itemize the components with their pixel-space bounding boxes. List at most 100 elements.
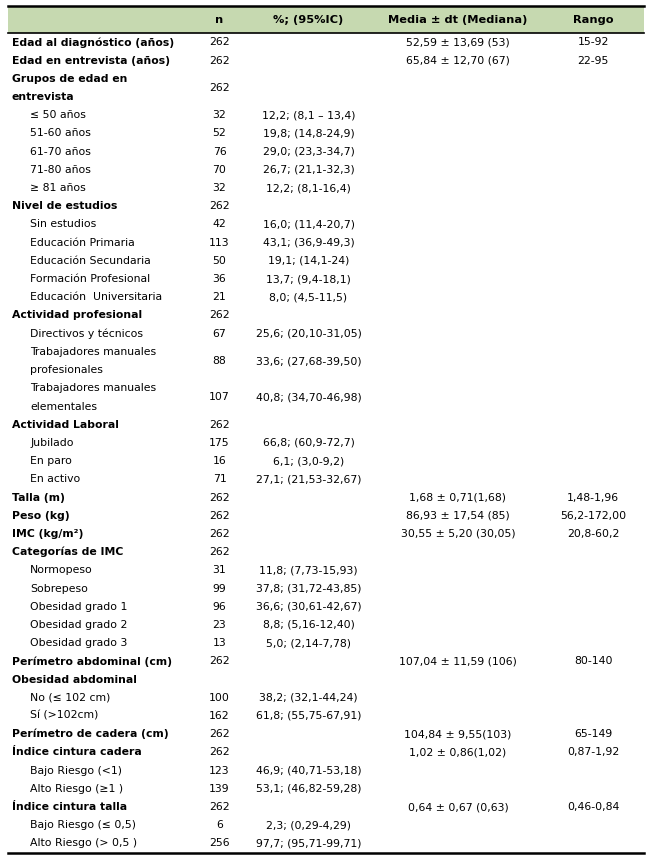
Text: 61-70 años: 61-70 años: [30, 147, 91, 156]
Text: Media ± dt (Mediana): Media ± dt (Mediana): [388, 15, 528, 25]
Text: Bajo Riesgo (<1): Bajo Riesgo (<1): [30, 766, 122, 776]
Text: Nivel de estudios: Nivel de estudios: [12, 201, 118, 212]
Text: 1,02 ± 0,86(1,02): 1,02 ± 0,86(1,02): [410, 747, 506, 758]
Text: 67: 67: [213, 328, 226, 339]
Text: 50: 50: [213, 256, 226, 266]
Text: 13,7; (9,4-18,1): 13,7; (9,4-18,1): [266, 274, 351, 284]
Text: 86,93 ± 17,54 (85): 86,93 ± 17,54 (85): [406, 511, 510, 521]
Text: entrevista: entrevista: [12, 92, 75, 102]
Text: 16,0; (11,4-20,7): 16,0; (11,4-20,7): [263, 219, 354, 230]
Text: 5,0; (2,14-7,78): 5,0; (2,14-7,78): [266, 638, 351, 648]
Text: 80-140: 80-140: [574, 657, 612, 666]
Text: 107,04 ± 11,59 (106): 107,04 ± 11,59 (106): [399, 657, 517, 666]
Text: 29,0; (23,3-34,7): 29,0; (23,3-34,7): [263, 147, 354, 156]
Text: Sobrepeso: Sobrepeso: [30, 583, 88, 594]
Text: 262: 262: [209, 802, 230, 812]
Text: Actividad profesional: Actividad profesional: [12, 310, 142, 321]
Text: Educación Primaria: Educación Primaria: [30, 238, 135, 248]
Text: 123: 123: [209, 766, 230, 776]
Text: 8,0; (4,5-11,5): 8,0; (4,5-11,5): [270, 292, 348, 302]
Text: Alto Riesgo (≥1 ): Alto Riesgo (≥1 ): [30, 784, 123, 794]
Text: 262: 262: [209, 492, 230, 503]
Text: Formación Profesional: Formación Profesional: [30, 274, 150, 284]
Text: Edad en entrevista (años): Edad en entrevista (años): [12, 55, 170, 66]
Text: En paro: En paro: [30, 456, 72, 467]
Text: Perímetro abdominal (cm): Perímetro abdominal (cm): [12, 656, 172, 667]
Text: 256: 256: [209, 838, 230, 848]
Text: Rango: Rango: [573, 15, 614, 25]
Text: 262: 262: [209, 55, 230, 66]
Text: 36: 36: [213, 274, 226, 284]
Text: 8,8; (5,16-12,40): 8,8; (5,16-12,40): [263, 620, 354, 630]
Text: 6: 6: [216, 820, 223, 830]
Text: Directivos y técnicos: Directivos y técnicos: [30, 328, 143, 339]
Text: 12,2; (8,1-16,4): 12,2; (8,1-16,4): [266, 183, 351, 193]
Text: 65-149: 65-149: [574, 729, 612, 740]
Text: Sin estudios: Sin estudios: [30, 219, 96, 230]
Text: 53,1; (46,82-59,28): 53,1; (46,82-59,28): [255, 784, 361, 794]
Text: 262: 262: [209, 420, 230, 429]
Text: Sí (>102cm): Sí (>102cm): [30, 711, 98, 721]
Text: Grupos de edad en: Grupos de edad en: [12, 73, 127, 84]
Text: 43,1; (36,9-49,3): 43,1; (36,9-49,3): [263, 238, 354, 248]
Text: Edad al diagnóstico (años): Edad al diagnóstico (años): [12, 37, 174, 48]
Text: Jubilado: Jubilado: [30, 438, 73, 448]
Text: 139: 139: [209, 784, 230, 794]
Text: Trabajadores manuales: Trabajadores manuales: [30, 384, 156, 393]
Text: Bajo Riesgo (≤ 0,5): Bajo Riesgo (≤ 0,5): [30, 820, 136, 830]
Text: 33,6; (27,68-39,50): 33,6; (27,68-39,50): [255, 356, 361, 366]
Text: 107: 107: [209, 392, 230, 403]
Text: 11,8; (7,73-15,93): 11,8; (7,73-15,93): [259, 565, 358, 575]
Text: Normopeso: Normopeso: [30, 565, 93, 575]
Text: Peso (kg): Peso (kg): [12, 511, 70, 521]
Text: Talla (m): Talla (m): [12, 492, 65, 503]
Text: 25,6; (20,10-31,05): 25,6; (20,10-31,05): [255, 328, 361, 339]
Text: n: n: [215, 15, 224, 25]
Text: 32: 32: [213, 183, 226, 193]
Text: 262: 262: [209, 37, 230, 48]
Text: 30,55 ± 5,20 (30,05): 30,55 ± 5,20 (30,05): [400, 529, 515, 539]
Text: Educación  Universitaria: Educación Universitaria: [30, 292, 162, 302]
Text: 42: 42: [213, 219, 226, 230]
Text: 38,2; (32,1-44,24): 38,2; (32,1-44,24): [259, 693, 358, 702]
Text: 262: 262: [209, 547, 230, 557]
Text: 31: 31: [213, 565, 226, 575]
Text: 113: 113: [209, 238, 230, 248]
Text: 19,8; (14,8-24,9): 19,8; (14,8-24,9): [263, 129, 354, 138]
Text: 70: 70: [213, 165, 226, 175]
Text: 175: 175: [209, 438, 230, 448]
Text: Categorías de IMC: Categorías de IMC: [12, 547, 124, 557]
Text: Educación Secundaria: Educación Secundaria: [30, 256, 151, 266]
Text: 37,8; (31,72-43,85): 37,8; (31,72-43,85): [255, 583, 361, 594]
Text: 12,2; (8,1 – 13,4): 12,2; (8,1 – 13,4): [262, 111, 356, 120]
Text: 1,68 ± 0,71(1,68): 1,68 ± 0,71(1,68): [410, 492, 506, 503]
Text: 262: 262: [209, 729, 230, 740]
Text: 162: 162: [209, 711, 230, 721]
Text: Alto Riesgo (> 0,5 ): Alto Riesgo (> 0,5 ): [30, 838, 137, 848]
Text: Obesidad grado 3: Obesidad grado 3: [30, 638, 127, 648]
Text: 262: 262: [209, 511, 230, 521]
Text: 40,8; (34,70-46,98): 40,8; (34,70-46,98): [255, 392, 361, 403]
Text: 262: 262: [209, 310, 230, 321]
Text: 88: 88: [213, 356, 226, 366]
Text: Trabajadores manuales: Trabajadores manuales: [30, 347, 156, 357]
Text: 22-95: 22-95: [577, 55, 609, 66]
Text: 61,8; (55,75-67,91): 61,8; (55,75-67,91): [255, 711, 361, 721]
Text: Índice cintura talla: Índice cintura talla: [12, 802, 127, 812]
Text: 96: 96: [213, 601, 226, 612]
Text: 27,1; (21,53-32,67): 27,1; (21,53-32,67): [255, 474, 361, 485]
Text: 32: 32: [213, 111, 226, 120]
Text: 6,1; (3,0-9,2): 6,1; (3,0-9,2): [273, 456, 344, 467]
Text: 104,84 ± 9,55(103): 104,84 ± 9,55(103): [404, 729, 512, 740]
Text: Índice cintura cadera: Índice cintura cadera: [12, 747, 142, 758]
Text: 51-60 años: 51-60 años: [30, 129, 91, 138]
Text: 71-80 años: 71-80 años: [30, 165, 91, 175]
Text: 0,46-0,84: 0,46-0,84: [567, 802, 619, 812]
Text: ≥ 81 años: ≥ 81 años: [30, 183, 86, 193]
Text: IMC (kg/m²): IMC (kg/m²): [12, 529, 83, 539]
Text: No (≤ 102 cm): No (≤ 102 cm): [30, 693, 110, 702]
Text: 0,64 ± 0,67 (0,63): 0,64 ± 0,67 (0,63): [408, 802, 508, 812]
Text: Perímetro de cadera (cm): Perímetro de cadera (cm): [12, 729, 168, 740]
Text: 52: 52: [213, 129, 226, 138]
Text: 262: 262: [209, 83, 230, 93]
